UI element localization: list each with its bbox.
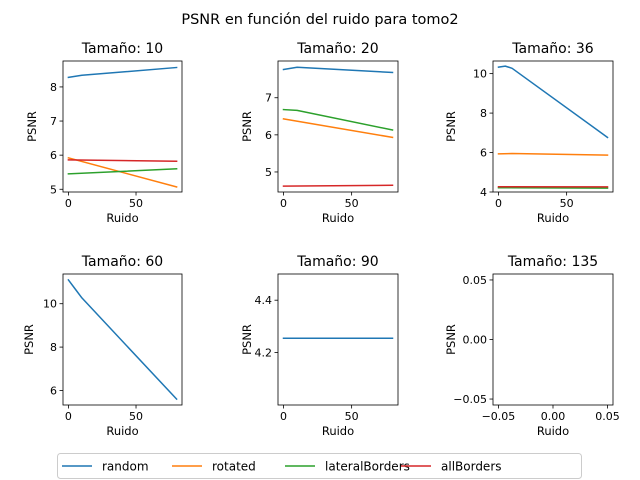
y-tick-label: 7 bbox=[265, 92, 272, 105]
y-tick-label: 6 bbox=[480, 147, 487, 160]
axes-frame bbox=[492, 60, 614, 193]
x-axis-label: Ruido bbox=[322, 211, 354, 225]
axes-frame bbox=[492, 273, 614, 406]
y-axis-label: PSNR bbox=[25, 111, 39, 142]
legend-item-lateralBorders: lateralBorders bbox=[285, 460, 410, 474]
x-tick-label: 0.00 bbox=[541, 410, 566, 423]
y-tick-label: 5 bbox=[50, 183, 57, 196]
subplot-6: −0.05 0.00 0.05 −0.05 0.00 0.05 Tamaño: 135 Rui… bbox=[444, 254, 620, 438]
figure-title: PSNR en función del ruido para tomo2 bbox=[181, 12, 458, 28]
x-tick-label: 0 bbox=[65, 410, 72, 423]
y-tick-label: 6 bbox=[50, 149, 57, 162]
subplot-title: Tamaño: 90 bbox=[296, 254, 378, 270]
subplot-5: 0 50 4.2 4.4 Tamaño: 90 Ruido PSNR bbox=[240, 254, 399, 438]
y-tick-label: 10 bbox=[473, 68, 487, 81]
y-tick-label: 6 bbox=[50, 384, 57, 397]
x-axis-label: Ruido bbox=[106, 424, 138, 438]
series-line-allBorders bbox=[67, 159, 178, 163]
y-tick-label: 8 bbox=[50, 341, 57, 354]
series-line-rotated bbox=[67, 156, 178, 188]
axes-frame bbox=[277, 60, 399, 193]
x-tick-label: 0 bbox=[65, 197, 72, 210]
axes-frame bbox=[277, 273, 399, 406]
y-tick-label: 4.2 bbox=[255, 347, 273, 360]
subplot-title: Tamaño: 10 bbox=[81, 41, 163, 57]
series-line-rotated bbox=[497, 152, 609, 156]
x-tick-label: 50 bbox=[129, 410, 143, 423]
series-line-allBorders bbox=[282, 184, 394, 187]
x-tick-label: 50 bbox=[560, 197, 574, 210]
series-line-random bbox=[67, 66, 178, 79]
legend-item-allBorders: allBorders bbox=[401, 460, 502, 474]
y-axis-label: PSNR bbox=[240, 111, 254, 142]
y-axis-label: PSNR bbox=[444, 324, 458, 355]
y-tick-label: 10 bbox=[43, 298, 57, 311]
y-tick-label: 0.05 bbox=[463, 274, 488, 287]
legend-label: random bbox=[102, 460, 149, 474]
x-axis-label: Ruido bbox=[537, 424, 569, 438]
legend-item-rotated: rotated bbox=[172, 460, 256, 474]
x-tick-label: 0 bbox=[280, 410, 287, 423]
subplot-title: Tamaño: 135 bbox=[507, 254, 598, 270]
x-tick-label: 0.05 bbox=[595, 410, 620, 423]
series-line-random bbox=[497, 65, 609, 139]
x-tick-label: 50 bbox=[345, 197, 359, 210]
x-tick-label: 0 bbox=[495, 197, 502, 210]
x-axis-label: Ruido bbox=[322, 424, 354, 438]
y-axis-label: PSNR bbox=[444, 111, 458, 142]
x-tick-label: 50 bbox=[129, 197, 143, 210]
legend-label: rotated bbox=[212, 460, 256, 474]
series-line-random bbox=[282, 66, 394, 74]
y-axis-label: PSNR bbox=[240, 324, 254, 355]
legend: random rotated lateralBorders allBorders bbox=[57, 453, 582, 479]
subplot-1: 0 50 5 6 7 8 Tamaño: 10 Ruido PSNR bbox=[25, 41, 183, 225]
y-tick-label: 4.4 bbox=[255, 294, 273, 307]
y-tick-label: 7 bbox=[50, 115, 57, 128]
y-tick-label: −0.05 bbox=[453, 393, 487, 406]
x-tick-label: 0 bbox=[280, 197, 287, 210]
subplot-title: Tamaño: 60 bbox=[81, 254, 163, 270]
legend-frame bbox=[57, 453, 582, 479]
axes-frame bbox=[62, 273, 183, 406]
legend-item-random: random bbox=[62, 460, 149, 474]
legend-label: allBorders bbox=[441, 460, 502, 474]
y-tick-label: 4 bbox=[480, 186, 487, 199]
series-line-lateralBorders bbox=[282, 108, 394, 131]
subplot-4: 0 50 6 8 10 Tamaño: 60 Ruido PSNR bbox=[22, 254, 183, 438]
y-tick-label: 8 bbox=[50, 81, 57, 94]
subplot-title: Tamaño: 20 bbox=[296, 41, 378, 57]
subplot-3: 0 50 4 6 8 10 Tamaño: 36 Ruido PSNR bbox=[444, 41, 614, 225]
legend-label: lateralBorders bbox=[325, 460, 410, 474]
x-axis-label: Ruido bbox=[106, 211, 138, 225]
series-line-random bbox=[67, 278, 178, 401]
x-axis-label: Ruido bbox=[537, 211, 569, 225]
y-tick-label: 6 bbox=[265, 129, 272, 142]
x-tick-label: 50 bbox=[345, 410, 359, 423]
y-tick-label: 8 bbox=[480, 107, 487, 120]
y-axis-label: PSNR bbox=[22, 324, 36, 355]
series-line-lateralBorders bbox=[67, 168, 178, 175]
x-tick-label: −0.05 bbox=[482, 410, 516, 423]
series-line-rotated bbox=[282, 118, 394, 139]
y-tick-label: 5 bbox=[265, 166, 272, 179]
subplot-title: Tamaño: 36 bbox=[511, 41, 594, 57]
subplot-2: 0 50 5 6 7 Tamaño: 20 Ruido PSNR bbox=[240, 41, 399, 225]
y-tick-label: 0.00 bbox=[463, 334, 488, 347]
axes-frame bbox=[62, 60, 183, 193]
